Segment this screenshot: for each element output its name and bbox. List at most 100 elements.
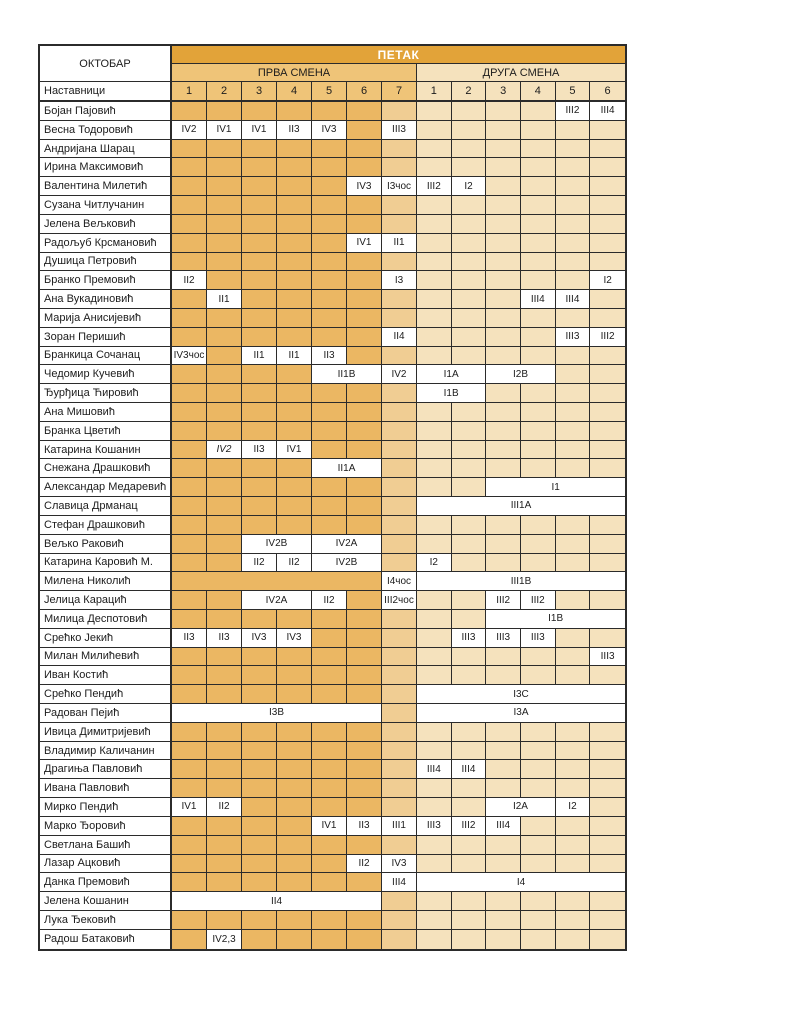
schedule-cell — [486, 760, 521, 780]
second-shift-header: ДРУГА СМЕНА — [417, 64, 625, 82]
schedule-cell — [417, 910, 452, 930]
schedule-cell — [277, 290, 312, 309]
teacher-name: Радован Пејић — [40, 704, 172, 723]
schedule-cell — [312, 233, 347, 253]
schedule-cell — [417, 459, 452, 479]
schedule-cell — [520, 384, 556, 403]
schedule-cell: IV3 — [312, 120, 347, 140]
schedule-cell — [207, 384, 242, 403]
table-row: Лука Ђековић — [40, 910, 625, 930]
schedule-cell: I2 — [417, 553, 452, 573]
schedule-cell — [172, 647, 207, 667]
schedule-cell — [242, 497, 277, 516]
schedule-cell — [555, 384, 591, 403]
table-header: ОКТОБАР ПЕТАК ПРВА СМЕНА ДРУГА СМЕНА — [40, 46, 625, 82]
schedule-cell — [382, 196, 417, 215]
schedule-cell — [277, 666, 312, 686]
first-shift-header: ПРВА СМЕНА — [172, 64, 417, 82]
table-row: Владимир Каличанин — [40, 741, 625, 761]
table-row: Ана Вукадиновић II1 III4 III4 — [40, 290, 625, 309]
schedule-cell — [207, 591, 242, 610]
schedule-cell — [555, 403, 591, 422]
period-number: 3 — [242, 82, 277, 100]
schedule-cell: I3C — [417, 685, 625, 704]
schedule-cell — [172, 835, 207, 855]
schedule-cell — [207, 722, 242, 742]
schedule-cell — [312, 722, 347, 742]
schedule-cell — [172, 591, 207, 610]
schedule-cell — [590, 421, 625, 441]
schedule-cell — [172, 459, 207, 479]
schedule-cell — [207, 271, 242, 291]
schedule-cell — [590, 290, 625, 309]
schedule-cell — [347, 873, 382, 893]
table-row: Андријана Шарац — [40, 139, 625, 159]
schedule-cell — [520, 666, 556, 686]
schedule-cell — [312, 403, 347, 422]
schedule-cell: IV1 — [312, 816, 347, 836]
schedule-cell — [590, 308, 625, 328]
schedule-cell — [207, 308, 242, 328]
schedule-cell: IV2A — [242, 591, 312, 610]
schedule-cell — [451, 233, 487, 253]
schedule-cell — [382, 722, 417, 742]
schedule-cell — [382, 497, 417, 516]
month-cell: ОКТОБАР — [40, 46, 172, 82]
schedule-cell — [242, 816, 277, 836]
schedule-cell: IV1 — [242, 120, 277, 140]
teacher-name: Славица Дрманац — [40, 497, 172, 516]
schedule-cell — [520, 647, 556, 667]
schedule-cell — [312, 384, 347, 403]
schedule-cell — [312, 685, 347, 704]
schedule-cell — [277, 252, 312, 272]
schedule-cell — [242, 177, 277, 197]
schedule-cell — [451, 403, 487, 422]
schedule-cell: III4 — [486, 816, 521, 836]
schedule-cell: IV1 — [277, 440, 312, 460]
teacher-name: Светлана Башић — [40, 835, 172, 855]
schedule-cell — [451, 346, 487, 366]
day-header: ПЕТАК — [172, 46, 625, 64]
schedule-cell — [347, 327, 382, 347]
schedule-cell — [277, 196, 312, 215]
schedule-cell: II4 — [382, 327, 417, 347]
schedule-cell — [382, 308, 417, 328]
schedule-cell — [312, 177, 347, 197]
schedule-cell — [520, 403, 556, 422]
schedule-cell — [520, 459, 556, 479]
schedule-cell — [590, 384, 625, 403]
schedule-cell — [520, 271, 556, 291]
schedule-cell — [382, 704, 417, 723]
schedule-cell — [520, 177, 556, 197]
schedule-cell: II3 — [347, 816, 382, 836]
schedule-cell — [312, 741, 347, 761]
schedule-cell — [520, 421, 556, 441]
schedule-cell — [555, 779, 591, 799]
schedule-cell — [312, 628, 347, 648]
schedule-cell — [590, 816, 625, 836]
schedule-cell: III3 — [486, 628, 521, 648]
schedule-cell — [172, 609, 207, 629]
schedule-cell: III3 — [555, 327, 591, 347]
schedule-cell — [555, 722, 591, 742]
schedule-cell — [277, 365, 312, 385]
schedule-cell — [207, 327, 242, 347]
schedule-cell — [555, 459, 591, 479]
table-row: Валентина Милетић IV3 I3чос III2 I2 — [40, 177, 625, 197]
schedule-cell — [242, 196, 277, 215]
teacher-name: Зоран Перишић — [40, 327, 172, 347]
schedule-cell — [312, 158, 347, 178]
schedule-cell — [417, 835, 452, 855]
schedule-cell — [277, 158, 312, 178]
schedule-cell: III2 — [486, 591, 521, 610]
schedule-cell — [242, 252, 277, 272]
schedule-cell — [277, 685, 312, 704]
schedule-cell — [277, 478, 312, 498]
schedule-cell — [451, 252, 487, 272]
schedule-cell: IV2A — [312, 534, 382, 554]
schedule-cell — [486, 779, 521, 799]
schedule-cell — [347, 685, 382, 704]
schedule-cell — [382, 553, 417, 573]
schedule-cell — [520, 854, 556, 874]
table-row: Јелена Вељковић — [40, 214, 625, 234]
